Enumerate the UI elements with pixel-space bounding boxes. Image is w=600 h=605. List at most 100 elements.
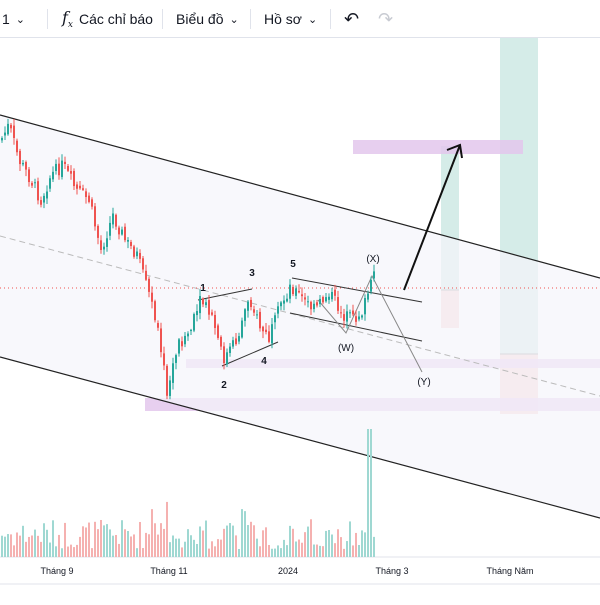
candle-bars-icon: 1 bbox=[2, 11, 10, 27]
candle-body bbox=[226, 352, 228, 365]
volume-bar bbox=[169, 542, 171, 557]
profile-button[interactable]: Hồ sơ ⌄ bbox=[264, 0, 317, 38]
flag-upper-line bbox=[291, 277, 423, 303]
candle-body bbox=[316, 302, 318, 306]
candle-body bbox=[55, 163, 57, 172]
volume-bar bbox=[100, 519, 102, 557]
candle-body bbox=[49, 178, 51, 189]
candle-body bbox=[121, 229, 123, 235]
volume-bar bbox=[133, 534, 135, 557]
candle-body bbox=[139, 252, 141, 259]
candle-body bbox=[145, 270, 147, 280]
volume-bar bbox=[232, 525, 234, 557]
price-chart[interactable]: 1 2 3 4 5 (X) (W) (Y) Tháng 9 Tháng 11 2… bbox=[0, 38, 600, 600]
candle-body bbox=[322, 296, 324, 303]
candle-body bbox=[34, 182, 36, 184]
volume-bar bbox=[217, 539, 219, 557]
chart-type-button[interactable]: Biểu đồ ⌄ bbox=[176, 0, 239, 38]
redo-button[interactable]: ↷ bbox=[378, 0, 393, 38]
candle-body bbox=[199, 296, 201, 314]
volume-bar bbox=[16, 532, 18, 557]
candle-body bbox=[142, 258, 144, 270]
candle-body bbox=[76, 184, 78, 189]
volume-bar bbox=[106, 524, 108, 557]
chart-area[interactable]: 1 2 3 4 5 (X) (W) (Y) Tháng 9 Tháng 11 2… bbox=[0, 38, 600, 600]
candle-body bbox=[73, 170, 75, 187]
volume-bar bbox=[121, 520, 123, 557]
candle-body bbox=[232, 340, 234, 347]
volume-bar bbox=[337, 529, 339, 557]
candle-body bbox=[25, 162, 27, 170]
wave-label-1: 1 bbox=[200, 283, 206, 294]
volume-bar bbox=[199, 526, 201, 557]
chevron-down-icon: ⌄ bbox=[15, 13, 26, 26]
volume-group bbox=[1, 429, 375, 557]
volume-bar bbox=[358, 544, 360, 557]
flag-lower-line bbox=[289, 312, 423, 342]
candle-body bbox=[115, 214, 117, 227]
interval-button[interactable]: 1 ⌄ bbox=[2, 0, 25, 38]
volume-bar bbox=[154, 523, 156, 557]
candle-body bbox=[253, 309, 255, 313]
x-tick-label: 2024 bbox=[278, 566, 298, 576]
volume-bar bbox=[346, 541, 348, 557]
volume-bar bbox=[364, 532, 366, 557]
candle-body bbox=[217, 325, 219, 338]
candle-body bbox=[58, 163, 60, 176]
volume-bar bbox=[277, 545, 279, 557]
volume-bar bbox=[127, 531, 129, 557]
top-toolbar: 1 ⌄ fx Các chỉ báo Biểu đồ ⌄ Hồ sơ ⌄ ↶ ↷ bbox=[0, 0, 600, 38]
volume-bar bbox=[319, 545, 321, 557]
volume-bar bbox=[79, 536, 81, 557]
candle-body bbox=[46, 191, 48, 199]
candle-body bbox=[130, 241, 132, 247]
arrow-head-icon bbox=[446, 143, 463, 159]
wave-label-4: 4 bbox=[261, 356, 267, 367]
candle-body bbox=[193, 314, 195, 331]
upper-purple-zone bbox=[353, 140, 523, 154]
candle-body bbox=[328, 296, 330, 300]
wave-label-3: 3 bbox=[249, 268, 255, 279]
wave-label-x: (X) bbox=[366, 254, 379, 265]
candle-body bbox=[211, 312, 213, 315]
candle-body bbox=[268, 331, 270, 342]
volume-bar bbox=[166, 501, 168, 557]
candle-body bbox=[103, 246, 105, 250]
volume-bar bbox=[1, 535, 3, 557]
candle-body bbox=[43, 195, 45, 203]
volume-bar bbox=[367, 429, 369, 557]
volume-bar bbox=[283, 539, 285, 557]
candle-body bbox=[109, 222, 111, 236]
undo-icon: ↶ bbox=[344, 8, 360, 29]
redo-icon: ↷ bbox=[378, 8, 394, 29]
volume-bar bbox=[268, 544, 270, 557]
candle-body bbox=[52, 171, 54, 180]
candle-body bbox=[292, 286, 294, 295]
volume-bar bbox=[10, 534, 12, 557]
candle-body bbox=[340, 312, 342, 314]
candle-body bbox=[223, 346, 225, 364]
volume-bar bbox=[4, 536, 6, 557]
volume-bar bbox=[373, 536, 375, 557]
candle-body bbox=[271, 324, 273, 344]
volume-bar bbox=[298, 539, 300, 557]
candle-body bbox=[331, 291, 333, 300]
x-tick-label: Tháng 9 bbox=[40, 566, 73, 576]
candle-body bbox=[91, 199, 93, 207]
candle-body bbox=[277, 306, 279, 314]
volume-bar bbox=[91, 548, 93, 557]
volume-bar bbox=[46, 529, 48, 557]
undo-button[interactable]: ↶ bbox=[344, 0, 359, 38]
volume-bar bbox=[280, 548, 282, 557]
volume-bar bbox=[124, 529, 126, 557]
candle-body bbox=[94, 206, 96, 227]
volume-bar bbox=[259, 546, 261, 557]
candle-body bbox=[208, 300, 210, 315]
indicators-button[interactable]: fx Các chỉ báo bbox=[62, 0, 153, 38]
candle-body bbox=[202, 298, 204, 305]
candle-body bbox=[283, 300, 285, 304]
volume-bar bbox=[370, 429, 372, 557]
volume-bar bbox=[307, 526, 309, 557]
candle-body bbox=[106, 238, 108, 247]
candle-body bbox=[13, 125, 15, 138]
